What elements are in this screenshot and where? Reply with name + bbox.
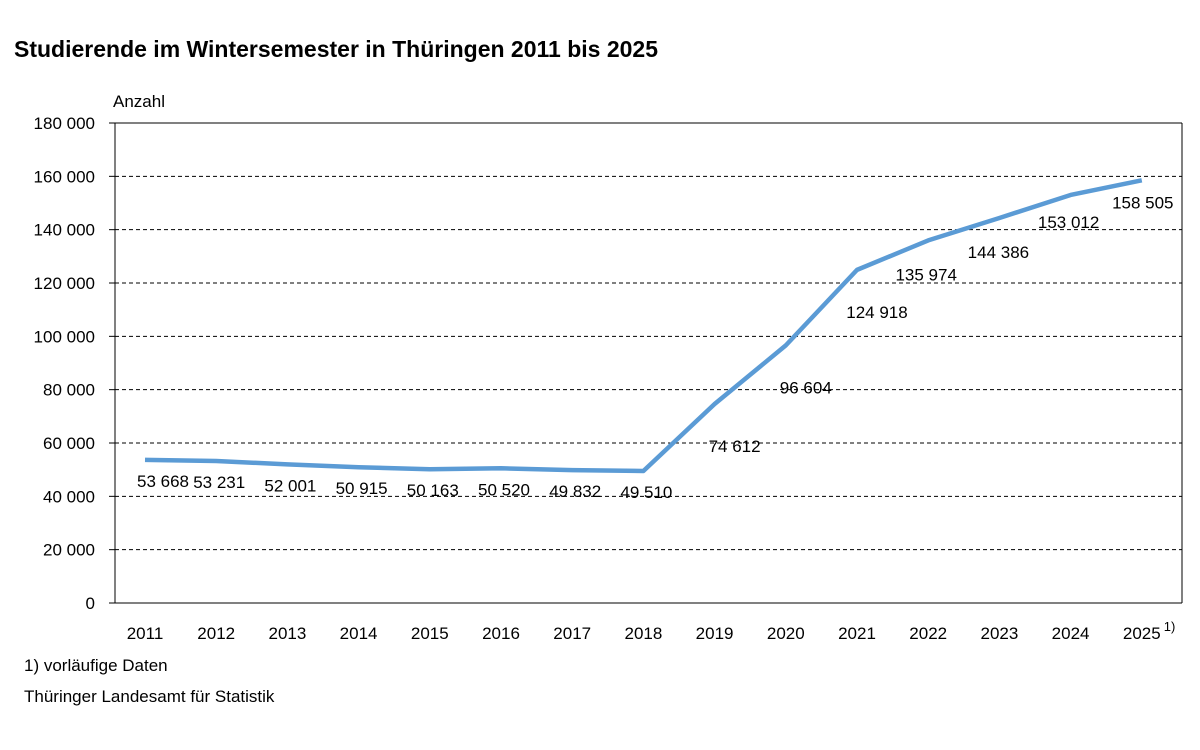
x-tick-label: 2019 <box>696 624 734 643</box>
x-tick-footnote-marker: 1) <box>1164 619 1176 634</box>
x-tick-label: 2025 <box>1123 624 1161 643</box>
data-label: 74 612 <box>709 437 761 456</box>
x-tick-label: 2012 <box>197 624 235 643</box>
data-label: 124 918 <box>846 303 907 322</box>
data-label: 49 832 <box>549 482 601 501</box>
data-label: 135 974 <box>895 265 956 284</box>
data-label: 49 510 <box>620 483 672 502</box>
y-tick-label: 180 000 <box>34 114 95 133</box>
y-tick-label: 60 000 <box>43 434 95 453</box>
data-label: 50 915 <box>336 479 388 498</box>
x-tick-label: 2016 <box>482 624 520 643</box>
data-label: 96 604 <box>780 378 832 397</box>
data-label: 50 163 <box>407 481 459 500</box>
footnote: 1) vorläufige Daten <box>24 656 168 675</box>
data-label: 50 520 <box>478 480 530 499</box>
chart-title: Studierende im Wintersemester in Thüring… <box>14 36 659 62</box>
source-note: Thüringer Landesamt für Statistik <box>24 687 275 706</box>
data-label: 52 001 <box>264 476 316 495</box>
x-tick-label: 2020 <box>767 624 805 643</box>
data-label: 53 668 <box>137 472 189 491</box>
series-line <box>144 178 1143 474</box>
y-tick-label: 40 000 <box>43 487 95 506</box>
y-tick-label: 140 000 <box>34 221 95 240</box>
y-tick-label: 20 000 <box>43 541 95 560</box>
y-tick-label: 120 000 <box>34 274 95 293</box>
x-tick-label: 2022 <box>909 624 947 643</box>
data-label: 158 505 <box>1112 193 1173 212</box>
x-tick-label: 2017 <box>553 624 591 643</box>
x-tick-label: 2021 <box>838 624 876 643</box>
y-tick-label: 0 <box>86 594 95 613</box>
x-tick-label: 2014 <box>340 624 378 643</box>
y-tick-label: 100 000 <box>34 327 95 346</box>
x-tick-label: 2024 <box>1052 624 1090 643</box>
x-tick-label: 2023 <box>980 624 1018 643</box>
x-tick-label: 2013 <box>268 624 306 643</box>
y-tick-label: 160 000 <box>34 167 95 186</box>
data-label: 153 012 <box>1038 213 1099 232</box>
y-axis-label: Anzahl <box>113 92 165 111</box>
y-tick-label: 80 000 <box>43 381 95 400</box>
x-tick-label: 2011 <box>127 624 164 643</box>
x-tick-label: 2018 <box>624 624 662 643</box>
x-tick-label: 2015 <box>411 624 449 643</box>
data-label: 53 231 <box>193 473 245 492</box>
data-label: 144 386 <box>968 243 1029 262</box>
